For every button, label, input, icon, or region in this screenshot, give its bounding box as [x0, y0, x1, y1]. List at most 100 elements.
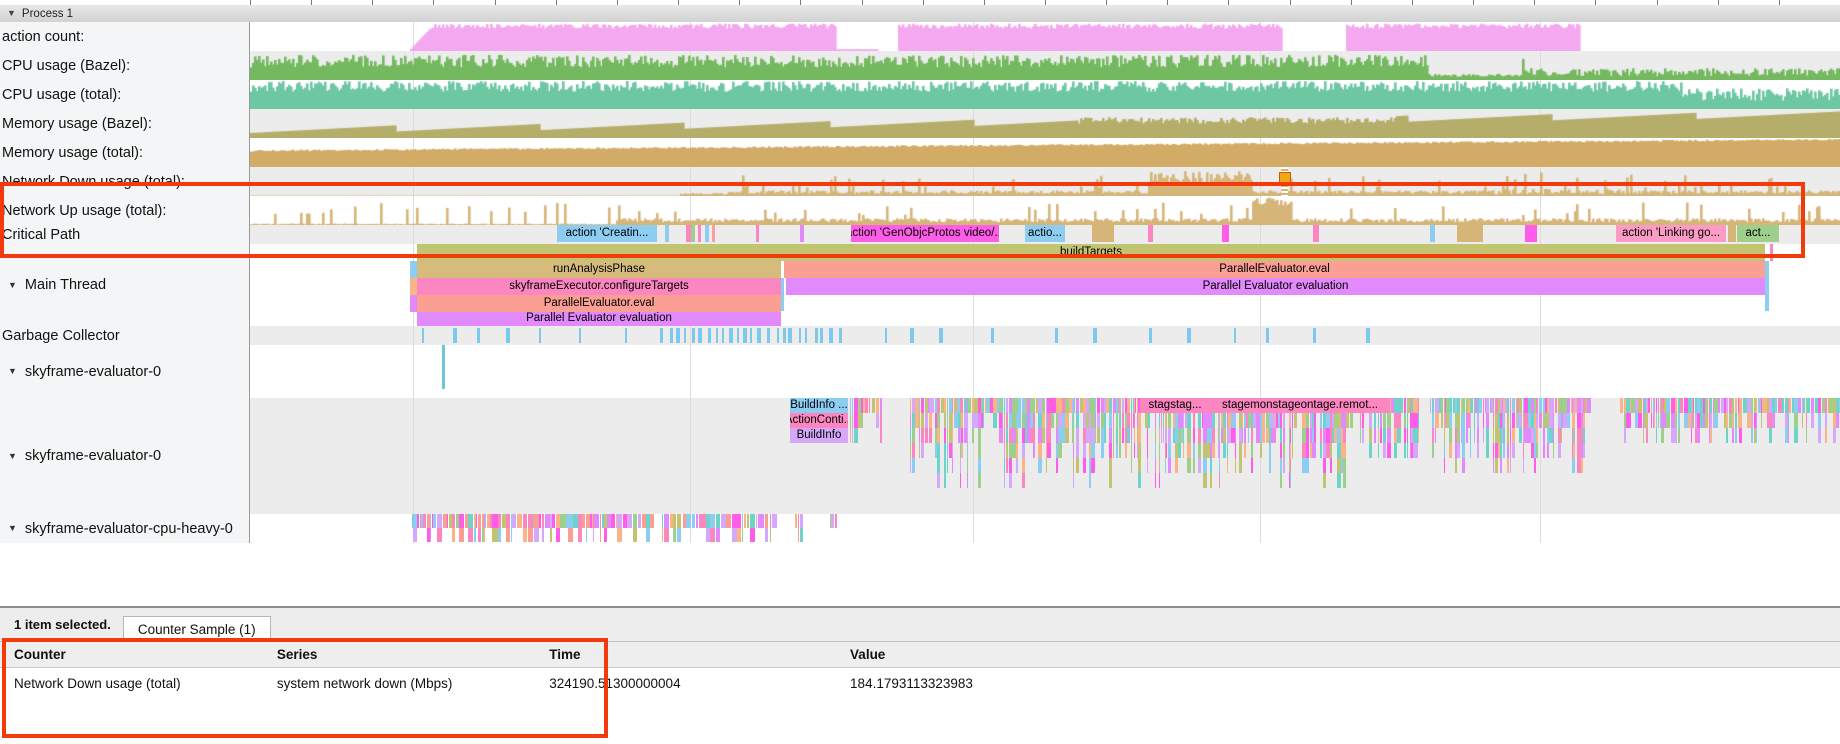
flame-block[interactable] — [1008, 428, 1013, 443]
flame-block[interactable] — [1731, 428, 1735, 443]
flame-block[interactable] — [1104, 398, 1106, 413]
triangle-down-icon[interactable]: ▼ — [8, 366, 17, 376]
flame-block[interactable] — [1547, 443, 1550, 458]
flame-block[interactable] — [919, 413, 921, 428]
flame-block[interactable] — [1096, 413, 1101, 428]
flame-block[interactable] — [910, 398, 912, 413]
flame-block[interactable] — [1708, 413, 1710, 428]
flame-block[interactable] — [646, 514, 650, 528]
flame-block[interactable] — [1692, 398, 1693, 413]
flame-block[interactable] — [1262, 413, 1266, 428]
flame-block[interactable] — [1374, 413, 1376, 428]
flame-block[interactable] — [797, 528, 800, 542]
flame-block[interactable] — [1279, 473, 1283, 488]
flame-block[interactable] — [1219, 443, 1221, 458]
flame-block[interactable] — [1460, 398, 1462, 413]
flame-block[interactable] — [1124, 413, 1127, 428]
flame-block[interactable] — [1288, 458, 1290, 473]
flame-block[interactable] — [959, 473, 961, 488]
counter-graph[interactable] — [250, 109, 1840, 138]
flame-block[interactable] — [797, 514, 800, 528]
flame-block[interactable] — [1460, 428, 1462, 443]
flame-block[interactable] — [1465, 428, 1468, 443]
flame-block[interactable] — [1033, 398, 1036, 413]
flame-block[interactable] — [1791, 398, 1794, 413]
flame-block[interactable] — [725, 514, 732, 528]
flame-block[interactable] — [1008, 473, 1013, 488]
flame-block[interactable] — [1322, 458, 1326, 473]
flame-block[interactable] — [1100, 398, 1104, 413]
track-label-cpu-usage-bazel[interactable]: CPU usage (Bazel): — [0, 51, 250, 80]
gc-mark[interactable] — [777, 328, 780, 343]
flame-block[interactable] — [1646, 398, 1648, 413]
flame-block[interactable] — [1243, 428, 1246, 443]
flame-block[interactable] — [1446, 398, 1449, 413]
flame-block[interactable] — [1279, 458, 1283, 473]
flame-block[interactable] — [1326, 443, 1330, 458]
flame-block[interactable] — [1714, 413, 1719, 428]
flame-block[interactable] — [1818, 398, 1822, 413]
flame-block[interactable] — [1788, 398, 1790, 413]
flame-block[interactable] — [1431, 428, 1435, 443]
flame-block[interactable] — [911, 443, 915, 458]
flame-block[interactable] — [1134, 398, 1136, 413]
flame-block[interactable] — [984, 398, 987, 413]
flame-block[interactable] — [1135, 398, 1137, 413]
flame-block[interactable] — [732, 528, 737, 542]
flame-block[interactable] — [451, 528, 456, 542]
flame-block[interactable] — [534, 514, 539, 528]
flame-block[interactable] — [1441, 398, 1444, 413]
flame-block[interactable] — [1833, 413, 1836, 428]
flame-block[interactable] — [1511, 413, 1515, 428]
flame-block[interactable]: ParallelEvaluator.eval — [417, 295, 781, 312]
flame-block[interactable] — [1057, 398, 1062, 413]
flame-block[interactable] — [1443, 458, 1445, 473]
flame-block[interactable] — [1769, 428, 1772, 443]
flame-block[interactable] — [1012, 443, 1016, 458]
flame-block[interactable] — [1269, 443, 1271, 458]
flame-block[interactable] — [1581, 398, 1583, 413]
flame-block[interactable] — [1738, 428, 1743, 443]
flame-block[interactable] — [1626, 413, 1630, 428]
flame-block[interactable] — [1646, 413, 1648, 428]
flame-block[interactable] — [1805, 428, 1807, 443]
flame-block[interactable] — [1206, 413, 1211, 428]
flame-block[interactable] — [850, 398, 851, 413]
flame-block[interactable] — [1710, 398, 1713, 413]
flame-block[interactable] — [910, 428, 912, 443]
flame-block[interactable] — [974, 413, 978, 428]
flame-block[interactable] — [971, 413, 974, 428]
flame-block[interactable] — [1666, 398, 1671, 413]
flame-block[interactable] — [1394, 443, 1398, 458]
flame-block[interactable] — [1061, 398, 1066, 413]
flame-block[interactable] — [1737, 413, 1739, 428]
flame-block[interactable] — [1469, 443, 1471, 458]
flame-block[interactable] — [483, 528, 485, 542]
flame-block[interactable] — [492, 528, 499, 542]
flame-block[interactable] — [1794, 398, 1798, 413]
flame-block[interactable] — [1497, 398, 1501, 413]
flame-block[interactable] — [959, 443, 961, 458]
flame-block[interactable] — [1203, 428, 1207, 443]
flame-block[interactable] — [1057, 413, 1062, 428]
flame-block[interactable] — [1664, 398, 1667, 413]
flame-block[interactable] — [1486, 443, 1490, 458]
flame-block[interactable] — [1547, 398, 1550, 413]
flame-block[interactable] — [1181, 428, 1183, 443]
gc-mark[interactable] — [788, 328, 793, 343]
flame-block[interactable] — [858, 413, 861, 428]
flame-block[interactable] — [1109, 458, 1113, 473]
flame-block[interactable] — [1750, 398, 1753, 413]
flame-block[interactable] — [1797, 398, 1802, 413]
flame-block[interactable] — [1677, 398, 1680, 413]
flame-block[interactable] — [1134, 443, 1136, 458]
flame-block[interactable] — [1731, 413, 1735, 428]
flame-block[interactable] — [967, 398, 969, 413]
flame-block[interactable] — [1187, 443, 1191, 458]
flame-block[interactable] — [1522, 413, 1524, 428]
track-row[interactable]: Network Up usage (total): — [0, 196, 1840, 225]
flame-block[interactable] — [1684, 413, 1688, 428]
flame-block[interactable] — [1269, 458, 1271, 473]
flame-block[interactable] — [585, 514, 587, 528]
flame-block[interactable] — [1319, 413, 1322, 428]
